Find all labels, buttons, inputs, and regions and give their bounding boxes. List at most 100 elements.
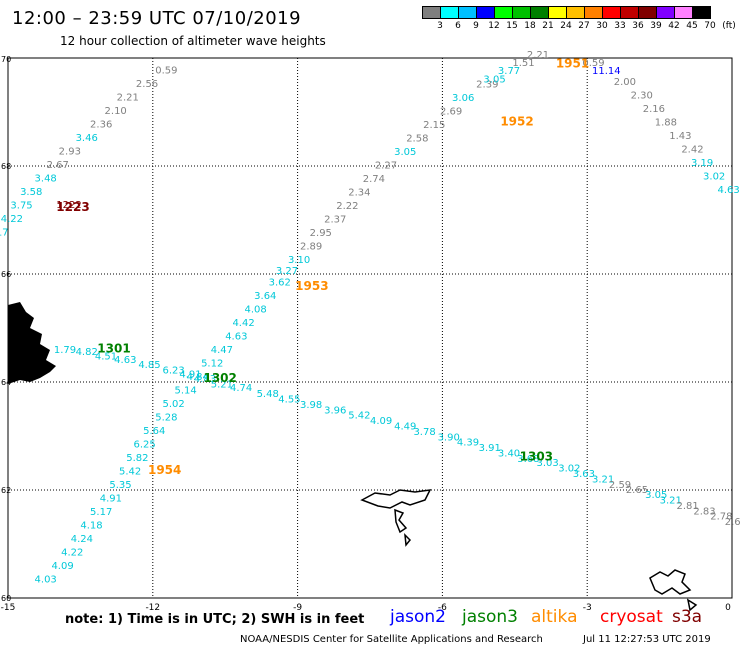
wave-height-value: 5.42 <box>348 411 370 422</box>
wave-height-value: 5.17 <box>0 228 9 239</box>
legend-label: 30 <box>596 21 608 31</box>
y-tick-label: 70 <box>1 55 11 64</box>
wave-height-value: 3.21 <box>592 474 614 485</box>
wave-height-value: 5.42 <box>119 466 141 477</box>
wave-height-value: 5.35 <box>109 480 131 491</box>
wave-height-value: 3.90 <box>438 432 460 443</box>
wave-height-value: 3.48 <box>35 174 57 185</box>
legend-label: 15 <box>506 21 518 31</box>
track-time-marker: 1953 <box>295 279 328 293</box>
color-legend <box>422 6 711 19</box>
wave-height-value: 3.46 <box>76 133 98 144</box>
wave-height-value: 2.15 <box>423 120 445 131</box>
y-tick-label: 64 <box>1 378 11 387</box>
wave-height-value: 2.74 <box>363 174 385 185</box>
wave-height-value: 2.95 <box>310 228 332 239</box>
track-time-marker: 1303 <box>520 449 553 463</box>
wave-height-value: 2.42 <box>681 145 703 156</box>
legend-label: (ft) <box>722 21 736 31</box>
x-tick-label: -9 <box>293 603 302 613</box>
wave-height-value: 5.28 <box>155 412 177 423</box>
credit-text: NOAA/NESDIS Center for Satellite Applica… <box>240 634 543 645</box>
track-time-marker: 1954 <box>148 463 181 477</box>
x-tick-label: 0 <box>725 603 731 613</box>
legend-label: 70 <box>704 21 716 31</box>
wave-height-value: 3.62 <box>269 277 291 288</box>
wave-height-value: 4.55 <box>278 395 300 406</box>
wave-height-value: 3.03 <box>537 458 559 469</box>
wave-height-value: 2.93 <box>59 147 81 158</box>
wave-height-value: 5.21 <box>211 379 233 390</box>
wave-height-value: 1.51 <box>512 58 534 69</box>
shetland-coast <box>649 569 698 612</box>
wave-height-value: 2.21 <box>117 93 139 104</box>
wave-height-value: 5.17 <box>90 507 112 518</box>
wave-height-value: 3.19 <box>691 158 713 169</box>
wave-height-value: 1.79 <box>54 345 76 356</box>
wave-height-value: 2.58 <box>406 134 428 145</box>
wave-height-value: 2.22 <box>336 201 358 212</box>
wave-height-value: 5.14 <box>175 385 197 396</box>
track-time-marker: 1223 <box>56 200 89 214</box>
wave-height-value: 3.78 <box>413 427 435 438</box>
wave-height-value: 2.89 <box>300 242 322 253</box>
wave-height-value: 4.91 <box>179 370 201 381</box>
wave-height-value: 3.10 <box>288 255 310 266</box>
legend-label: 39 <box>650 21 662 31</box>
wave-height-value: 6.25 <box>133 439 155 450</box>
wave-height-value: 4.74 <box>230 383 252 394</box>
legend-swatch <box>692 6 711 19</box>
wave-height-value: 2.60 <box>725 517 740 528</box>
wave-height-value: 2.65 <box>626 485 648 496</box>
wave-height-value: 4.22 <box>61 547 83 558</box>
faroe-coast <box>360 489 432 547</box>
wave-height-value: 4.22 <box>1 214 23 225</box>
iceland-coast <box>8 302 56 384</box>
wave-height-value: 4.42 <box>232 318 254 329</box>
wave-height-value: 6.23 <box>162 365 184 376</box>
track-time-marker: 1951 <box>556 57 589 71</box>
wave-height-value: 3.68 <box>517 454 539 465</box>
wave-height-value: 3.64 <box>254 291 276 302</box>
legend-label: 6 <box>455 21 461 31</box>
wave-height-value: 3.02 <box>558 464 580 475</box>
wave-height-value: 3.96 <box>324 405 346 416</box>
x-tick-label: -12 <box>145 603 160 613</box>
wave-height-value: 11.14 <box>592 66 621 77</box>
wave-height-value: 2.36 <box>90 120 112 131</box>
wave-height-value: 4.85 <box>138 360 160 371</box>
wave-height-value: 3.05 <box>394 147 416 158</box>
wave-height-value: 2.39 <box>476 80 498 91</box>
legend-label: 9 <box>473 21 479 31</box>
x-tick-label: -3 <box>583 603 592 613</box>
wave-height-value: 3.21 <box>660 496 682 507</box>
wave-height-value: 3.77 <box>498 66 520 77</box>
track-time-marker: 1301 <box>97 341 130 355</box>
wave-height-value: 3.98 <box>300 400 322 411</box>
wave-height-value: 4.39 <box>457 438 479 449</box>
wave-height-value: 2.27 <box>375 161 397 172</box>
wave-height-value: 4.03 <box>35 574 57 585</box>
wave-height-value: 4.18 <box>80 520 102 531</box>
page-subtitle: 12 hour collection of altimeter wave hei… <box>60 34 326 48</box>
wave-height-value: 4.09 <box>370 416 392 427</box>
wave-height-value: 3.58 <box>20 187 42 198</box>
wave-height-value: 5.48 <box>257 389 279 400</box>
wave-height-value: 3.40 <box>498 449 520 460</box>
x-tick-label: -15 <box>1 603 16 613</box>
legend-label: 27 <box>578 21 590 31</box>
wave-height-value: 4.51 <box>95 351 117 362</box>
wave-height-value: 4.49 <box>394 422 416 433</box>
wave-height-value: 2.56 <box>136 79 158 90</box>
wave-height-value: 3.91 <box>479 443 501 454</box>
wave-height-value: 2.30 <box>631 91 653 102</box>
wave-height-value: 2.81 <box>676 501 698 512</box>
y-tick-label: 66 <box>1 270 11 279</box>
wave-height-value: 4.82 <box>76 347 98 358</box>
wave-height-value: 2.16 <box>643 104 665 115</box>
sat-altika: altika <box>531 607 578 627</box>
map-frame <box>7 57 733 599</box>
wave-height-value: 3.02 <box>703 172 725 183</box>
wave-height-value: 2.67 <box>47 160 69 171</box>
